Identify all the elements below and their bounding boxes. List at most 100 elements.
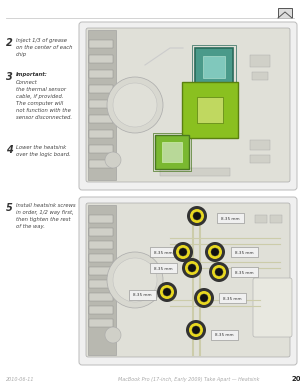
Circle shape [197,291,211,305]
Text: 2: 2 [6,38,13,48]
Bar [88,30,116,180]
Bar [192,45,236,89]
Text: 3: 3 [6,72,13,82]
FancyBboxPatch shape [230,267,257,277]
Circle shape [205,242,225,262]
Bar [89,100,113,108]
Text: 8.35 mm: 8.35 mm [221,217,239,220]
Text: 8.35 mm: 8.35 mm [215,334,233,338]
Circle shape [187,206,207,226]
Bar [203,56,225,78]
Text: 4: 4 [181,250,185,255]
Bar [89,306,113,314]
Text: 2: 2 [194,328,198,333]
Text: 8.35 mm: 8.35 mm [133,293,151,298]
Text: 4: 4 [6,145,13,155]
FancyBboxPatch shape [218,293,245,303]
FancyBboxPatch shape [128,289,155,300]
Bar [89,160,113,168]
Circle shape [200,294,208,302]
Circle shape [182,258,202,278]
Circle shape [105,327,121,343]
Text: 7: 7 [202,296,206,301]
Circle shape [215,268,223,276]
Bar [89,85,113,93]
Text: 8.35 mm: 8.35 mm [235,270,253,274]
FancyBboxPatch shape [149,263,176,272]
Bar [89,145,113,153]
FancyBboxPatch shape [86,28,290,182]
Text: Inject 1/3 of grease
on the center of each
chip: Inject 1/3 of grease on the center of ea… [16,38,73,57]
Bar [195,48,233,86]
Text: Lower the heatsink
over the logic board.: Lower the heatsink over the logic board. [16,145,71,157]
Circle shape [113,83,157,127]
Circle shape [186,320,206,340]
Text: 8.35 mm: 8.35 mm [154,267,172,270]
Bar [250,155,270,163]
Circle shape [209,262,229,282]
Text: 1: 1 [165,290,169,295]
Circle shape [107,252,163,308]
FancyBboxPatch shape [253,278,292,337]
Text: 6: 6 [213,250,217,255]
Circle shape [192,326,200,334]
Bar [89,115,113,123]
Circle shape [173,242,193,262]
Circle shape [193,212,201,220]
Circle shape [157,282,177,302]
Bar [162,142,182,162]
Bar [89,254,113,262]
Circle shape [107,77,163,133]
FancyBboxPatch shape [86,203,290,357]
Bar [89,55,113,63]
Circle shape [188,264,196,272]
Bar [160,168,230,176]
FancyBboxPatch shape [211,329,238,340]
Bar [89,267,113,275]
Text: 3: 3 [195,214,199,219]
Bar [270,215,282,223]
Bar [89,228,113,236]
Text: 5: 5 [6,203,13,213]
Text: Install heatsink screws
in order, 1/2 way first,
then tighten the rest
of the wa: Install heatsink screws in order, 1/2 wa… [16,203,76,229]
Circle shape [212,265,226,279]
Circle shape [113,258,157,302]
Text: 8.35 mm: 8.35 mm [223,296,241,300]
Bar [89,280,113,288]
Text: 2010-06-11: 2010-06-11 [6,377,34,382]
Bar [89,215,113,223]
Text: 204: 204 [291,376,300,382]
Bar [252,72,268,80]
Bar [89,130,113,138]
Circle shape [179,248,187,256]
Text: 8: 8 [190,266,194,271]
Text: Connect
the thermal sensor
cable, if provided.
The computer will
not function wi: Connect the thermal sensor cable, if pro… [16,80,72,120]
Circle shape [208,245,222,259]
Bar [89,319,113,327]
Circle shape [185,261,199,275]
Text: 5: 5 [217,270,221,275]
Circle shape [160,285,174,299]
FancyBboxPatch shape [230,246,257,256]
Circle shape [190,209,204,223]
Circle shape [189,323,203,337]
Bar [89,70,113,78]
Bar [89,40,113,48]
Text: MacBook Pro (17-inch, Early 2009) Take Apart — Heatsink: MacBook Pro (17-inch, Early 2009) Take A… [118,377,260,382]
Bar [153,133,191,171]
Bar [250,55,270,67]
Text: 8.35 mm: 8.35 mm [235,251,253,255]
Circle shape [163,288,171,296]
FancyBboxPatch shape [79,22,297,190]
FancyBboxPatch shape [278,8,292,18]
Bar [255,215,267,223]
Text: Important:: Important: [16,72,48,77]
Bar [89,293,113,301]
Bar [250,140,270,150]
Text: 8.35 mm: 8.35 mm [154,251,172,255]
Circle shape [105,152,121,168]
Bar [88,205,116,355]
Circle shape [211,248,219,256]
Bar [89,241,113,249]
FancyBboxPatch shape [149,246,176,256]
